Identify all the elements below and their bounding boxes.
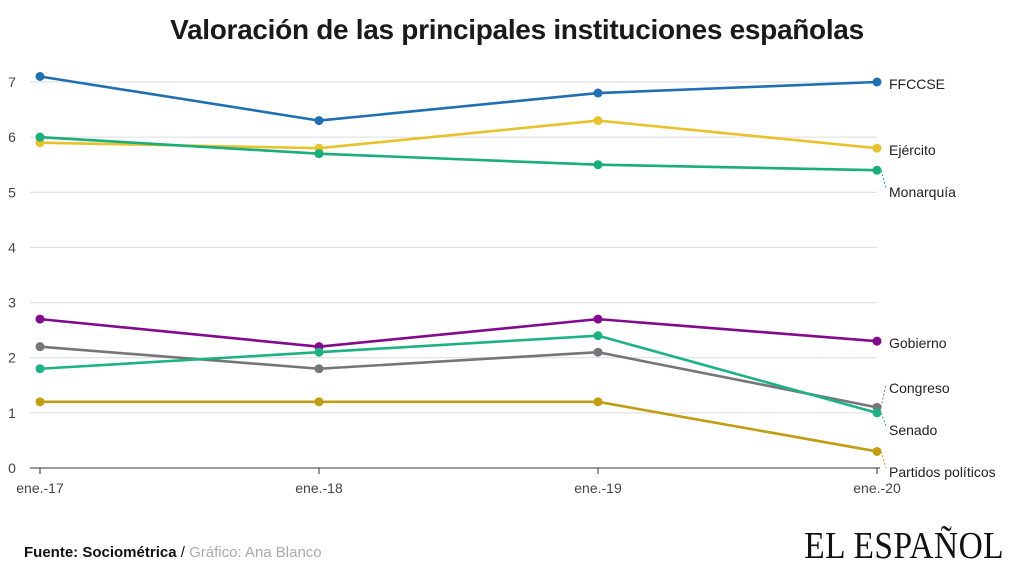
label-leader-line — [880, 170, 887, 189]
data-point — [314, 149, 324, 159]
label-leader-line — [880, 451, 887, 469]
data-point — [593, 314, 603, 324]
y-tick-label: 7 — [8, 74, 16, 90]
source-label: Fuente: — [24, 544, 79, 561]
series-line — [39, 135, 878, 172]
series-label: Gobierno — [889, 335, 947, 351]
data-point — [872, 408, 882, 418]
label-leader-line — [880, 383, 887, 408]
data-point — [872, 446, 882, 456]
series-label: Ejército — [889, 142, 936, 158]
chart-title: Valoración de las principales institucio… — [170, 14, 864, 45]
series-line — [39, 317, 878, 348]
series-line — [39, 75, 878, 122]
data-point — [35, 71, 45, 81]
x-tick-label: ene.-19 — [574, 480, 622, 496]
y-tick-label: 0 — [8, 460, 16, 476]
data-point — [593, 331, 603, 341]
label-leader-line — [880, 412, 887, 427]
footer-separator: / — [180, 544, 185, 561]
el-espanol-logo: EL ESPAÑOL — [804, 525, 1004, 567]
y-tick-label: 2 — [8, 350, 16, 366]
y-tick-label: 3 — [8, 295, 16, 311]
y-tick-label: 1 — [8, 405, 16, 421]
data-point — [314, 116, 324, 126]
data-point — [35, 397, 45, 407]
data-point — [35, 342, 45, 352]
y-tick-label: 4 — [8, 239, 16, 255]
series-line — [39, 345, 878, 409]
y-tick-label: 5 — [8, 184, 16, 200]
series-label: Monarquía — [889, 184, 956, 200]
data-point — [35, 314, 45, 324]
series-line — [39, 334, 878, 415]
data-point — [314, 347, 324, 357]
line-chart: 0 1 2 3 4 5 6 7 ene.-17 ene.-18 ene.-19 ene.-20 FFCC… — [8, 71, 996, 496]
data-point — [593, 88, 603, 98]
data-point — [314, 364, 324, 374]
source-footer: Fuente: Sociométrica / Gráfico: Ana Blan… — [24, 544, 322, 561]
series-line — [40, 400, 878, 453]
data-point — [872, 77, 882, 87]
y-tick-label: 6 — [8, 129, 16, 145]
data-point — [35, 132, 45, 142]
data-point — [593, 160, 603, 170]
data-point — [35, 364, 45, 374]
source-name: Sociométrica — [82, 544, 177, 561]
series-label: Senado — [889, 422, 937, 438]
series-label: Congreso — [889, 380, 950, 396]
series-label: FFCCSE — [889, 76, 945, 92]
chart-credit: Gráfico: Ana Blanco — [189, 544, 322, 561]
x-tick-label: ene.-17 — [16, 480, 64, 496]
data-point — [593, 116, 603, 126]
data-point — [593, 397, 603, 407]
data-point — [872, 143, 882, 153]
data-point — [872, 165, 882, 175]
data-point — [314, 397, 324, 407]
data-point — [593, 347, 603, 357]
x-tick-label: ene.-18 — [295, 480, 343, 496]
data-point — [872, 336, 882, 346]
x-tick-label: ene.-20 — [853, 480, 901, 496]
series-label: Partidos políticos — [889, 464, 996, 480]
